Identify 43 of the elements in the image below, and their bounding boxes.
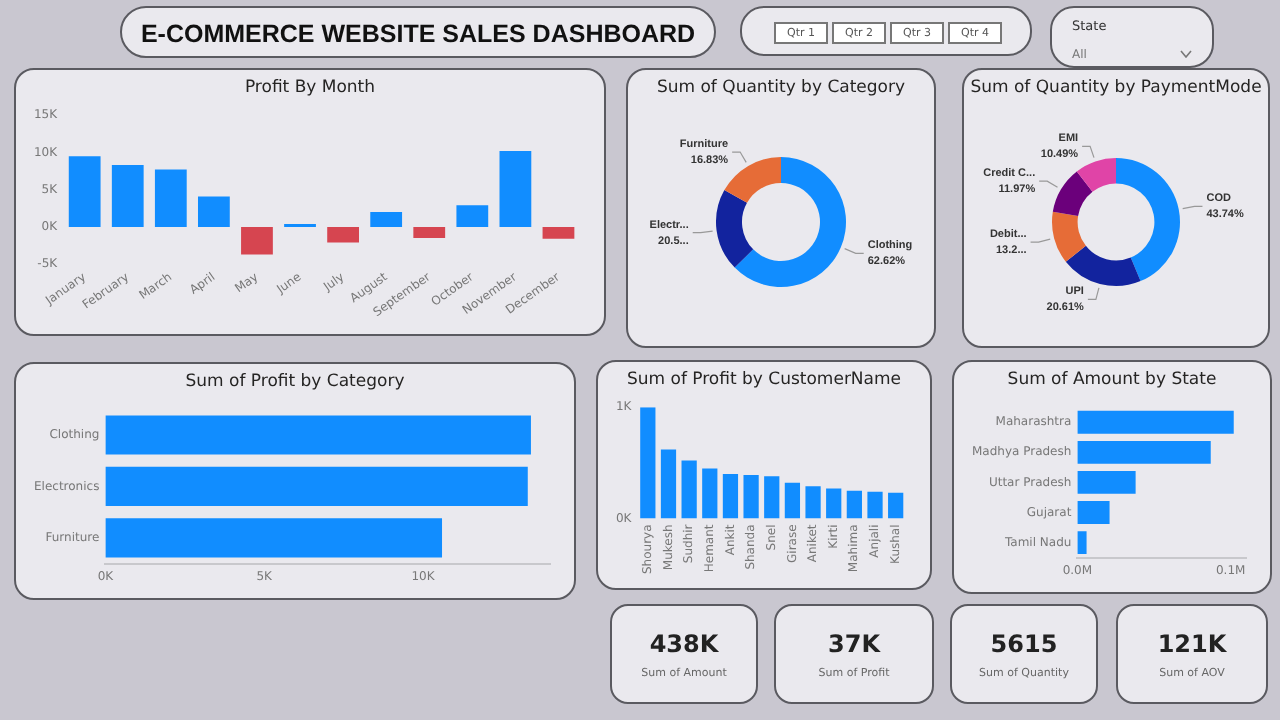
chart-title: Sum of Profit by Category (183, 372, 407, 392)
bar (105, 518, 443, 558)
chart-title: Profit By Month (242, 78, 378, 98)
bar (888, 492, 904, 519)
bar (1077, 531, 1087, 554)
bar (499, 150, 532, 227)
text: 37K (826, 630, 883, 658)
text: 438K (647, 630, 721, 658)
bar (660, 449, 677, 519)
chart-title: Sum of Amount by State (1005, 370, 1219, 390)
bar (743, 475, 759, 519)
bar (867, 491, 883, 519)
bar (702, 468, 718, 519)
bar (456, 205, 489, 227)
bar (327, 226, 359, 243)
bar (764, 476, 780, 519)
bar (68, 156, 101, 227)
bar (105, 466, 528, 506)
bar (198, 196, 230, 227)
text: 121K (1155, 630, 1229, 658)
bar (1077, 470, 1136, 494)
bar (370, 212, 403, 227)
bar (413, 226, 446, 239)
bar (105, 415, 531, 455)
bar (826, 488, 842, 519)
bar (154, 169, 187, 227)
bar (1077, 410, 1234, 434)
bar (722, 473, 739, 519)
bar (241, 226, 273, 255)
bar (846, 490, 862, 519)
bar (1077, 440, 1211, 464)
bar (681, 460, 697, 519)
chart-title: Sum of Quantity by PaymentMode (968, 78, 1264, 98)
bar (111, 165, 144, 227)
bar (805, 486, 821, 519)
chart-title: Sum of Profit by CustomerName (624, 370, 904, 390)
bar (784, 482, 801, 519)
bar (542, 226, 575, 239)
bar (640, 407, 656, 519)
text: E-COMMERCE WEBSITE SALES DASHBOARD (138, 20, 698, 48)
chart-title: Sum of Quantity by Category (654, 78, 908, 98)
text: 5615 (988, 630, 1060, 658)
bar (1077, 501, 1110, 524)
